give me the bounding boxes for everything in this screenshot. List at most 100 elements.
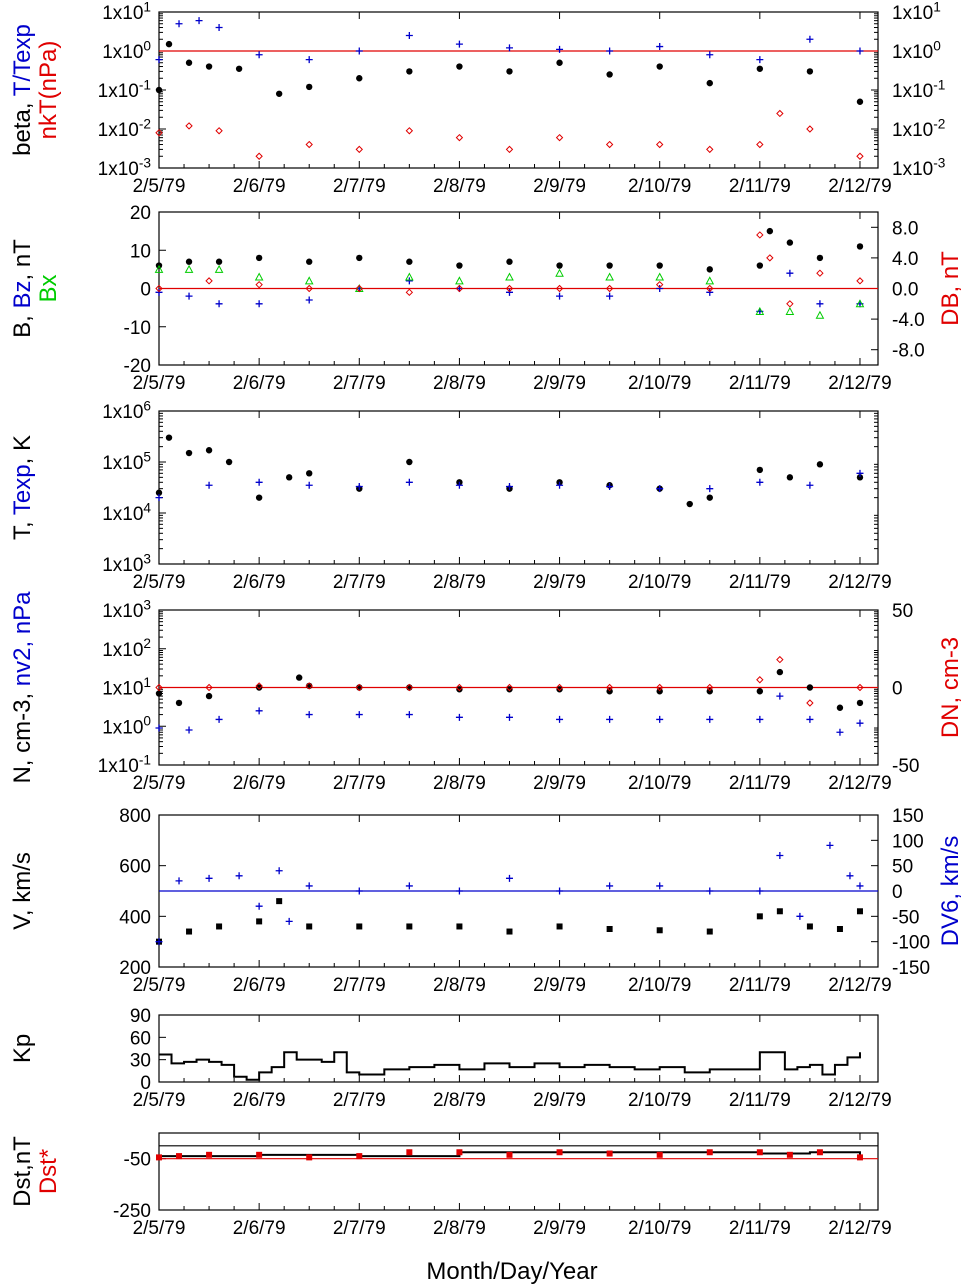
data-point [185,449,193,457]
data-point [355,887,363,895]
data-point [506,686,513,693]
data-point [154,264,164,273]
data-point [304,276,314,285]
data-point [405,683,414,692]
x-tick-label: 2/5/79 [133,1090,186,1111]
data-point [606,262,613,269]
y-tick-label: 1x102 [102,636,151,661]
x-tick-label: 2/12/79 [828,373,891,394]
data-point [186,928,193,935]
y-tick-label: 1x103 [102,597,151,622]
data-point [806,923,813,930]
data-point [655,272,665,281]
data-point [455,481,463,489]
data-point [555,284,564,293]
data-point [656,43,664,51]
data-point [816,300,824,308]
data-point [285,917,293,925]
data-point [456,686,463,693]
data-point [776,908,783,915]
data-point [225,458,233,466]
y-tick-label-right: 4.0 [892,249,918,270]
x-tick-label: 2/8/79 [433,572,486,593]
y-tick-label-right: 0.0 [892,280,918,301]
data-point [456,262,463,269]
data-point [356,254,363,262]
panel-beta: 1x10-3 1x10-2 1x10-1 1x100 1x101 1x10-3 1x10-2… [9,0,945,197]
x-tick-label: 2/9/79 [533,373,586,394]
y-tick-label: 1x10-2 [98,116,151,141]
y-tick-label: 1x106 [102,398,151,423]
data-point [815,310,825,319]
x-tick-label: 2/11/79 [729,773,791,794]
data-point [205,683,213,692]
y-tick-label: 60 [130,1028,151,1049]
x-tick-label: 2/8/79 [433,773,486,794]
data-point [756,56,764,64]
x-tick-label: 2/7/79 [333,572,386,593]
data-point [556,923,563,930]
data-point [756,65,764,72]
series-v-dv6 [155,841,864,946]
data-point [185,258,193,265]
data-point [406,684,413,691]
data-point [406,1149,413,1156]
series-b-bz [155,269,864,315]
data-point [606,1150,613,1157]
x-axis-label: Month/Day/Year [426,1258,597,1285]
data-point [455,284,464,293]
data-point [856,277,864,285]
data-point [555,268,564,277]
data-point [185,292,193,300]
data-point [706,51,714,59]
data-point [215,715,223,723]
data-point [556,59,563,66]
data-point [706,1149,713,1156]
data-point [185,726,193,734]
y-tick-label: 1x100 [102,714,151,739]
x-tick-label: 2/8/79 [433,373,486,394]
data-point [655,140,664,149]
data-point [305,711,313,719]
data-point [184,264,194,273]
data-point [856,908,863,915]
right-axis-label: DV6, km/s [937,836,964,947]
data-point [606,882,614,890]
x-tick-label: 2/5/79 [133,975,186,996]
data-point [305,140,313,149]
data-point [185,122,193,130]
x-tick-label: 2/8/79 [433,975,486,996]
data-point [156,1154,162,1161]
data-point [506,68,513,75]
y-tick-label: 1x100 [102,38,151,63]
data-point [756,231,764,239]
data-point [255,494,263,501]
x-tick-label: 2/6/79 [233,773,286,794]
data-point [155,284,163,293]
data-point [556,715,564,723]
data-point [706,145,714,154]
data-point [656,63,663,70]
data-point [175,877,183,885]
data-point [605,683,614,692]
data-point [806,699,814,707]
data-point [856,882,864,890]
x-tick-label: 2/12/79 [828,176,891,197]
y-tick-label: 30 [130,1051,151,1072]
series-beta-t-texp [155,17,864,64]
series-beta-nkt [155,109,864,160]
x-tick-label: 2/10/79 [628,572,691,593]
data-point [255,51,263,59]
data-point [405,711,413,719]
y-tick-label-right: -50 [892,907,919,928]
data-point [786,1151,793,1158]
x-tick-label: 2/11/79 [729,572,791,593]
data-point [205,63,213,70]
y-axis-label: B, Bz, nT [9,239,36,338]
data-point [756,140,764,149]
data-point [405,127,414,135]
x-tick-label: 2/5/79 [133,773,186,794]
data-point [826,841,834,849]
data-point [706,485,714,493]
